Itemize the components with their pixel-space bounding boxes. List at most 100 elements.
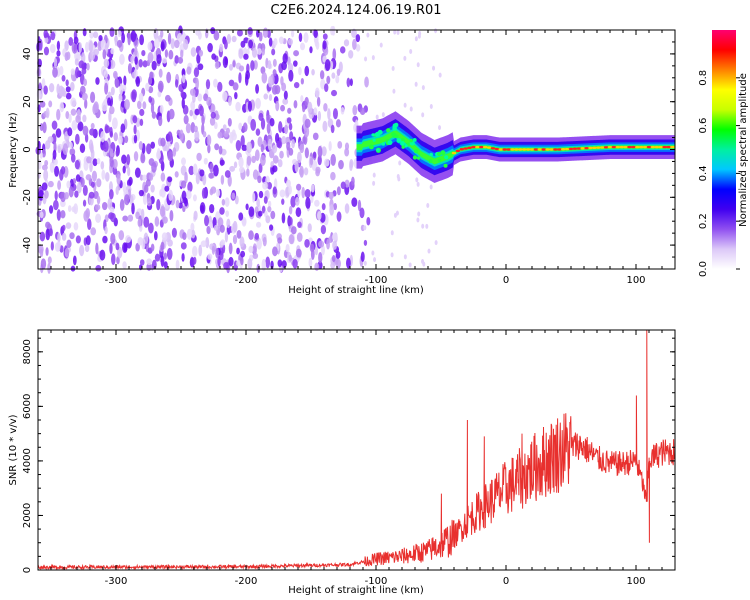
spectral-noise-blob: [251, 192, 256, 203]
spectral-noise-blob: [101, 201, 108, 211]
spectral-noise-blob: [414, 81, 418, 87]
spectral-noise-blob: [144, 184, 149, 193]
spectral-noise-blob: [160, 187, 166, 198]
spectral-noise-blob: [149, 173, 154, 181]
spectral-ridge-blob: [409, 138, 413, 143]
spectral-noise-blob: [288, 122, 293, 131]
spectral-noise-blob: [71, 206, 77, 213]
spectral-noise-blob: [272, 69, 277, 77]
spectral-noise-blob: [322, 40, 327, 50]
spectral-noise-blob: [75, 66, 80, 79]
spectral-noise-blob: [251, 155, 257, 164]
spectral-noise-blob: [297, 151, 302, 164]
spectral-noise-blob: [114, 34, 118, 47]
snr-x-axis: -300 -200 -100 0 100: [50, 330, 676, 587]
spectral-ridge-blob: [386, 128, 391, 133]
spectral-noise-blob: [36, 88, 41, 100]
spectral-noise-blob: [248, 230, 254, 241]
spectral-noise-blob: [224, 39, 228, 50]
spectral-noise-blob: [379, 42, 383, 48]
spectral-noise-blob: [127, 214, 134, 222]
spectral-noise-blob: [344, 203, 350, 214]
spectral-noise-blob: [297, 221, 302, 229]
spectral-noise-blob: [340, 181, 346, 190]
spectral-noise-blob: [127, 33, 131, 46]
spectral-noise-blob: [244, 73, 249, 86]
spectral-noise-blob: [199, 202, 206, 214]
spectral-ridge-core: [568, 147, 574, 151]
spectral-noise-blob: [434, 240, 438, 246]
spectral-noise-blob: [162, 57, 168, 64]
spectral-noise-blob: [71, 120, 78, 131]
snr-x-label: Height of straight line (km): [288, 585, 424, 596]
colorbar: 0.0 0.2 0.4 0.6 0.8 Normalized spectral ampl…: [698, 30, 749, 277]
spectral-noise-blob: [205, 28, 209, 39]
spectral-noise-blob: [195, 172, 200, 185]
spectral-noise-blob: [103, 58, 110, 68]
spectral-noise-blob: [238, 122, 243, 131]
spectral-noise-blob: [166, 247, 173, 260]
spectral-noise-blob: [61, 74, 66, 82]
spectral-noise-blob: [99, 249, 106, 261]
spectral-noise-blob: [275, 100, 280, 112]
spectral-noise-blob: [84, 98, 88, 109]
spectral-noise-blob: [328, 140, 332, 152]
spectral-noise-blob: [141, 238, 146, 250]
spectral-noise-blob: [304, 125, 310, 138]
spectral-noise-blob: [429, 103, 433, 109]
spectral-noise-blob: [349, 78, 353, 87]
spectral-noise-blob: [167, 32, 172, 45]
spectral-noise-blob: [238, 72, 242, 84]
spectral-noise-blob: [95, 265, 102, 272]
spectral-noise-blob: [196, 152, 202, 162]
spectral-noise-blob: [303, 167, 309, 176]
spectral-noise-blob: [193, 256, 197, 265]
spectral-noise-blob: [232, 234, 238, 245]
spectral-noise-blob: [109, 206, 115, 214]
spectral-noise-blob: [47, 256, 52, 264]
spectral-noise-blob: [339, 46, 346, 54]
spectral-noise-blob: [363, 225, 367, 231]
spectral-noise-blob: [219, 224, 225, 233]
spectral-noise-blob: [392, 88, 396, 94]
spectral-noise-blob: [272, 58, 277, 67]
spectral-noise-blob: [156, 54, 162, 65]
spectral-noise-blob: [279, 150, 284, 159]
spectral-noise-blob: [257, 48, 262, 55]
spectral-ridge-blob: [368, 144, 374, 150]
spectral-noise-blob: [44, 36, 49, 44]
spectral-noise-blob: [102, 235, 108, 244]
spectral-noise-blob: [43, 85, 48, 95]
spectral-noise-blob: [255, 128, 261, 136]
spectral-noise-blob: [61, 232, 67, 241]
spectral-noise-blob: [67, 127, 73, 137]
spectral-noise-blob: [234, 195, 239, 205]
spectral-noise-blob: [43, 46, 50, 56]
spectral-noise-blob: [239, 236, 245, 248]
spectral-noise-blob: [39, 123, 44, 131]
spectral-noise-blob: [208, 172, 214, 179]
spectral-noise-blob: [286, 117, 292, 124]
colorbar-tick-label: 0.2: [698, 213, 709, 229]
spectral-ridge-blob: [437, 158, 442, 163]
y-tick-label: 8000: [22, 339, 33, 364]
spectral-noise-blob: [55, 128, 62, 138]
spectral-noise-blob: [427, 248, 431, 254]
spectral-ridge-core: [479, 145, 484, 149]
spectral-ridge-core: [662, 145, 667, 149]
spectral-ridge-core: [486, 146, 492, 149]
spectral-noise-blob: [403, 254, 407, 260]
spectral-noise-blob: [139, 108, 145, 117]
spectral-noise-blob: [278, 36, 284, 45]
spectral-noise-blob: [211, 245, 216, 255]
spectral-noise-blob: [42, 121, 47, 134]
spectral-noise-blob: [70, 108, 77, 116]
spectral-noise-blob: [318, 240, 325, 248]
spectral-noise-blob: [429, 184, 433, 190]
spectral-noise-blob: [131, 71, 136, 79]
spectral-noise-blob: [53, 199, 59, 211]
spectral-noise-blob: [372, 172, 376, 178]
spectral-noise-blob: [238, 156, 244, 168]
spectral-noise-blob: [190, 222, 195, 232]
spectral-noise-blob: [148, 86, 154, 94]
